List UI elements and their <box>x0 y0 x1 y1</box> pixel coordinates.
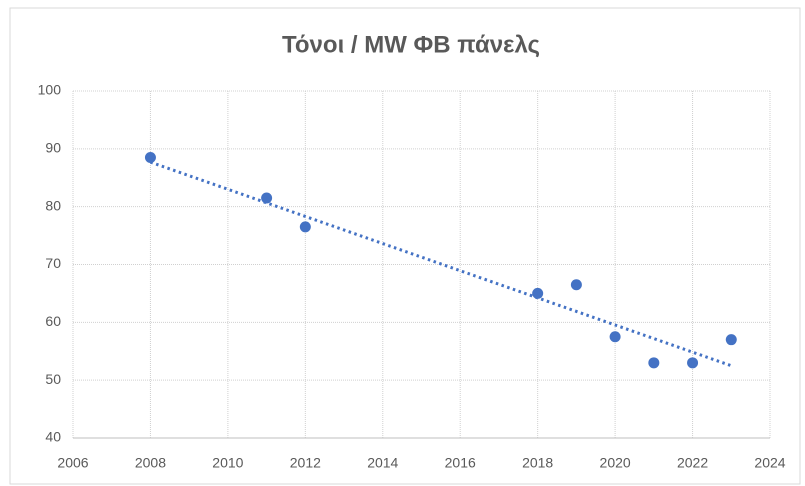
point <box>687 357 699 369</box>
point <box>532 287 544 299</box>
x-tick-label: 2018 <box>522 455 553 471</box>
y-tick-label: 90 <box>45 140 61 156</box>
x-tick-label: 2010 <box>212 455 243 471</box>
point <box>299 221 311 233</box>
x-tick-label: 2014 <box>367 455 398 471</box>
x-tick-label: 2024 <box>754 455 785 471</box>
x-tick-label: 2020 <box>600 455 631 471</box>
x-tick-label: 2008 <box>135 455 166 471</box>
x-tick-label: 2016 <box>445 455 476 471</box>
y-tick-label: 60 <box>45 313 61 329</box>
point <box>570 279 582 291</box>
point <box>725 334 737 346</box>
trendline <box>149 160 732 368</box>
point <box>609 331 621 343</box>
y-tick-label: 50 <box>45 371 61 387</box>
point <box>261 192 273 204</box>
y-tick-label: 40 <box>45 429 61 445</box>
y-tick-label: 70 <box>45 255 61 271</box>
x-tick-label: 2006 <box>57 455 88 471</box>
y-tick-label: 80 <box>45 197 61 213</box>
chart-title: Τόνοι / MW ΦΒ πάνελς <box>282 31 540 58</box>
point <box>144 152 156 164</box>
chart-frame <box>9 7 801 485</box>
y-tick-label: 100 <box>38 82 62 98</box>
x-tick-label: 2022 <box>677 455 708 471</box>
point <box>648 357 660 369</box>
x-tick-label: 2012 <box>290 455 321 471</box>
